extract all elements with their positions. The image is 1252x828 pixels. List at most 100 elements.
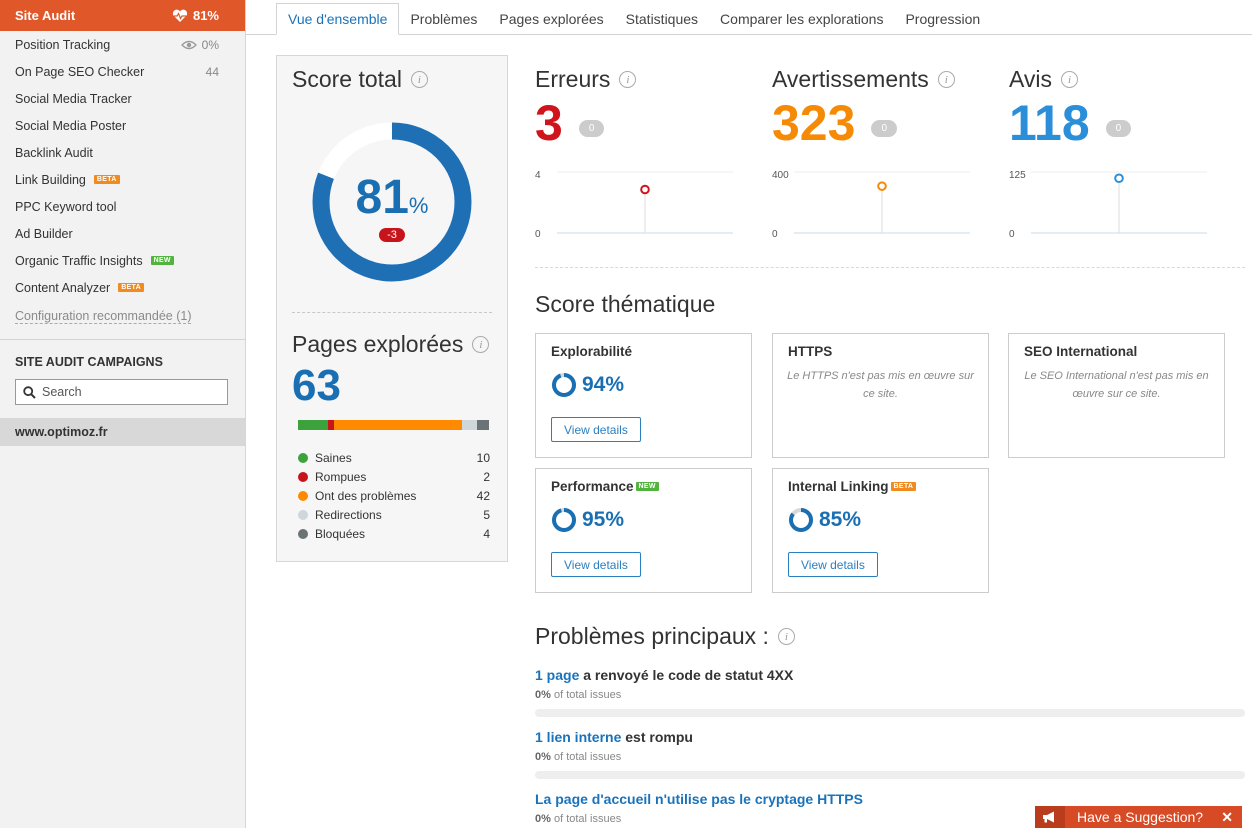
suggestion-button[interactable]: Have a Suggestion? ✕ (1035, 806, 1242, 828)
metric-value[interactable]: 3 (535, 95, 563, 151)
sidebar-item-link-building[interactable]: Link Building BETA (0, 166, 245, 193)
thematic-card-seo-international: SEO International Le SEO International n'… (1008, 333, 1225, 458)
issue-link[interactable]: La page d'accueil n'utilise pas le crypt… (535, 791, 863, 807)
legend-item-redirections[interactable]: Redirections 5 (298, 505, 490, 524)
score-arc (312, 122, 472, 282)
info-icon[interactable]: i (410, 71, 428, 88)
metric-trend-chart: 125 0 (1009, 165, 1209, 240)
legend-count: 10 (476, 450, 490, 465)
legend-item-ont-des-problemes[interactable]: Ont des problèmes 42 (298, 486, 490, 505)
issue-title: La page d'accueil n'utilise pas le crypt… (535, 791, 1245, 807)
legend-label: Rompues (315, 469, 367, 484)
thematic-card-explorabilite: Explorabilité 94% View details (535, 333, 752, 458)
metric-erreurs: Erreurs i 3 0 (535, 66, 735, 149)
info-icon[interactable]: i (619, 71, 637, 88)
info-icon[interactable]: i (937, 71, 955, 88)
sidebar-item-label: Ad Builder (15, 226, 73, 241)
sidebar-item-label: Organic Traffic Insights (15, 253, 143, 268)
bar-segment-ont-des-problemes (334, 420, 462, 430)
view-details-button[interactable]: View details (788, 552, 878, 577)
tab-progression[interactable]: Progression (905, 11, 981, 27)
view-details-button[interactable]: View details (551, 417, 641, 442)
heart-pulse-icon (172, 9, 188, 22)
project-item[interactable]: www.optimoz.fr (0, 418, 245, 446)
data-point[interactable] (1114, 173, 1124, 184)
score-value: 81 (355, 171, 409, 224)
sidebar-item-ppc-keyword-tool[interactable]: PPC Keyword tool (0, 193, 245, 220)
trend-svg: 400 0 (772, 170, 970, 240)
legend-count: 2 (483, 469, 490, 484)
score-delta-badge: -3 (379, 228, 405, 242)
legend-count: 42 (476, 488, 490, 503)
site-audit-metric: 81% (172, 8, 219, 23)
y-min-label: 0 (772, 229, 778, 240)
legend-item-saines[interactable]: Saines 10 (298, 448, 490, 467)
metric-delta-badge: 0 (871, 119, 897, 137)
sidebar-item-value: 0% (180, 38, 219, 52)
legend-label: Bloquées (315, 526, 366, 541)
sidebar-item-site-audit[interactable]: Site Audit 81% (0, 0, 245, 31)
tab-comparer-les-explorations[interactable]: Comparer les explorations (720, 11, 884, 27)
view-details-button[interactable]: View details (551, 552, 641, 577)
legend-item-bloquees[interactable]: Bloquées 4 (298, 524, 490, 543)
sidebar-item-label: Content Analyzer (15, 280, 111, 295)
legend-count: 5 (483, 507, 490, 522)
sidebar-item-on-page-seo-checker[interactable]: On Page SEO Checker 44 (0, 58, 245, 85)
sidebar-item-social-media-tracker[interactable]: Social Media Tracker (0, 85, 245, 112)
metric-delta-badge: 0 (578, 119, 605, 137)
tab-problemes[interactable]: Problèmes (410, 11, 478, 27)
sidebar-item-label: On Page SEO Checker (15, 64, 145, 79)
issue-link[interactable]: 1 page (535, 667, 580, 683)
sidebar-item-content-analyzer[interactable]: Content Analyzer BETA (0, 274, 245, 301)
score-ring-icon (552, 373, 576, 397)
issue-link[interactable]: 1 lien interne (535, 729, 622, 745)
y-max-label: 400 (772, 170, 789, 181)
recommended-config-link[interactable]: Configuration recommandée (1) (15, 308, 192, 324)
legend-label: Ont des problèmes (315, 488, 417, 503)
legend-dot (298, 471, 308, 482)
legend-item-rompues[interactable]: Rompues 2 (298, 467, 490, 486)
beta-badge: BETA (118, 283, 144, 292)
metric-delta-badge: 0 (1105, 119, 1132, 137)
card-score-value: 94% (582, 373, 625, 396)
sidebar-item-position-tracking[interactable]: Position Tracking 0% (0, 31, 245, 58)
search-input[interactable] (42, 385, 212, 399)
trend-svg: 125 0 (1009, 170, 1207, 240)
metric-value[interactable]: 323 (772, 95, 856, 151)
close-icon[interactable]: ✕ (1221, 808, 1233, 825)
sidebar-item-label: Site Audit (15, 8, 76, 23)
data-point[interactable] (640, 184, 650, 195)
tab-vue-d-ensemble[interactable]: Vue d'ensemble (276, 3, 400, 35)
sidebar-item-label: Link Building (15, 172, 86, 187)
tab-pages-explorees[interactable]: Pages explorées (499, 11, 604, 27)
search-box (15, 379, 228, 405)
sidebar-item-value: 44 (205, 64, 219, 79)
issue-percent: 0% (535, 813, 551, 825)
info-icon[interactable]: i (472, 336, 490, 353)
issue-share: 0% of total issues (535, 689, 1245, 701)
sidebar-item-ad-builder[interactable]: Ad Builder (0, 220, 245, 247)
thematic-card-performance: Performance NEW 95% View details (535, 468, 752, 593)
info-icon[interactable]: i (777, 628, 795, 645)
info-icon[interactable]: i (1061, 71, 1079, 88)
sidebar-item-social-media-poster[interactable]: Social Media Poster (0, 112, 245, 139)
thematic-card-https: HTTPS Le HTTPS n'est pas mis en œuvre sur… (772, 333, 989, 458)
sidebar-item-backlink-audit[interactable]: Backlink Audit (0, 139, 245, 166)
metric-avertissements: Avertissements i 323 0 (772, 66, 972, 149)
sidebar-divider (0, 339, 245, 340)
sidebar-item-label: Position Tracking (15, 37, 111, 52)
legend-dot (298, 452, 308, 463)
issue-share: 0% of total issues (535, 813, 1245, 825)
tab-statistiques[interactable]: Statistiques (625, 11, 699, 27)
metric-value[interactable]: 118 (1009, 95, 1090, 151)
sidebar: Site Audit 81% Position Tracking 0% On Pag… (0, 0, 246, 828)
card-title: SEO International (1024, 344, 1138, 359)
data-point[interactable] (877, 181, 887, 191)
bar-segment-saines (298, 420, 329, 430)
sidebar-item-organic-traffic-insights[interactable]: Organic Traffic Insights NEW (0, 247, 245, 274)
issue-text: a renvoyé le code de statut 4XX (579, 667, 794, 683)
issue-progress-bar (535, 709, 1245, 717)
score-ring-icon (552, 508, 576, 532)
